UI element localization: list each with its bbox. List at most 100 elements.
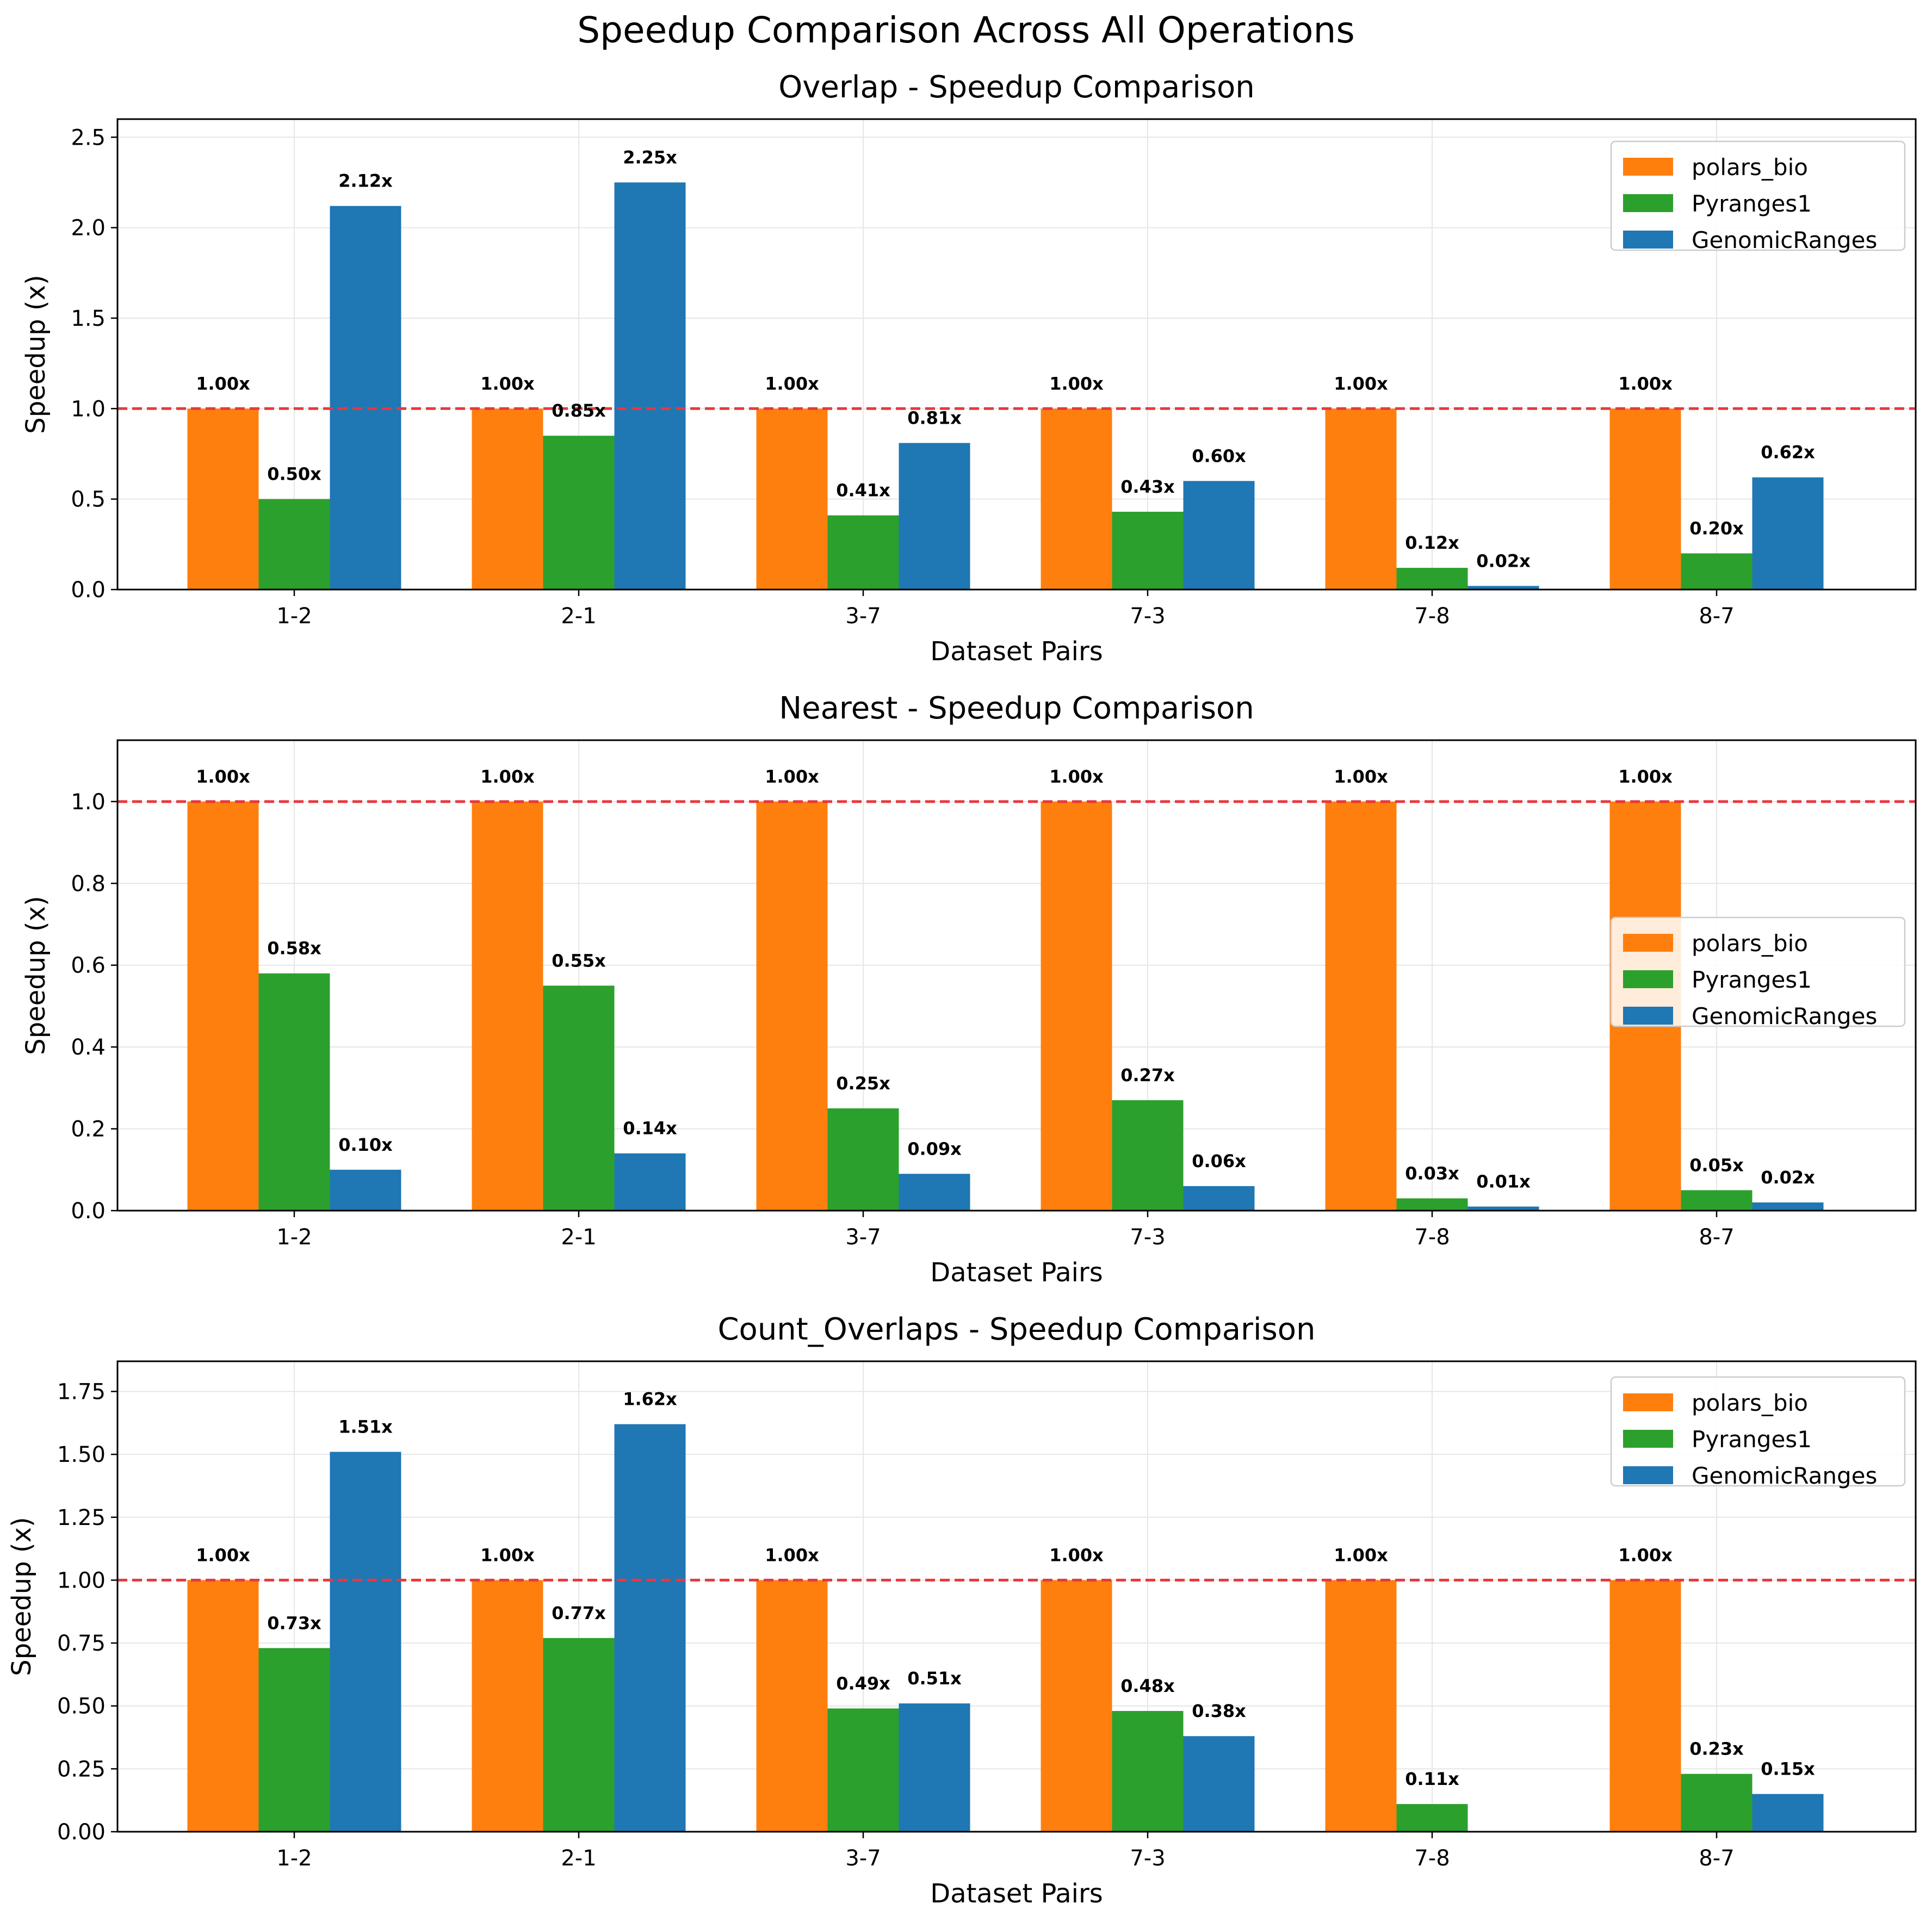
bar-polars_bio-3-7 [756,408,828,590]
charts-container: Overlap - Speedup Comparison 1.00x 1.00x 1.… [7,70,1917,1909]
value-label: 1.00x [1334,1545,1388,1565]
y-tick-label: 0.6 [71,953,106,978]
bar-polars_bio-7-3 [1041,801,1112,1211]
bar-genomicranges-7-8 [1467,586,1539,590]
bar-genomicranges-8-7 [1752,477,1824,590]
value-label: 0.03x [1405,1163,1459,1183]
value-label: 1.00x [765,373,819,394]
x-tick-label: 7-8 [1414,1846,1450,1871]
value-label: 0.51x [907,1668,962,1689]
value-label: 0.12x [1405,532,1459,553]
figure-title: Speedup Comparison Across All Operations [577,9,1354,51]
x-axis-label: Dataset Pairs [930,1257,1103,1288]
legend-label: GenomicRanges [1692,227,1877,253]
bar-genomicranges-7-3 [1183,1736,1255,1832]
value-label: 0.09x [907,1138,962,1159]
bar-pyranges1-7-8 [1396,1198,1468,1211]
axes-frame [116,118,1917,591]
x-tick-label: 3-7 [845,604,881,629]
bar-genomicranges-3-7 [899,443,970,590]
legend-swatch-polars_bio [1623,1393,1673,1411]
value-label: 0.60x [1192,445,1246,466]
chart-title: Nearest - Speedup Comparison [779,691,1254,726]
bar-pyranges1-7-3 [1112,1710,1184,1832]
bar-genomicranges-7-8 [1467,1206,1539,1211]
bar-genomicranges-7-3 [1183,481,1255,590]
y-tick-label: 0.50 [57,1694,106,1719]
value-label: 0.48x [1120,1676,1175,1696]
value-label: 1.62x [623,1389,677,1410]
value-label: 0.14x [623,1118,677,1139]
bar-pyranges1-1-2 [258,499,330,590]
value-label: 0.55x [552,950,606,971]
chart-panel-2: Nearest - Speedup Comparison 1.00x 1.00x 1.… [21,691,1917,1288]
bar-pyranges1-1-2 [258,973,330,1211]
legend-label: Pyranges1 [1692,190,1812,217]
value-label: 0.15x [1761,1759,1815,1780]
legend-label: GenomicRanges [1692,1003,1877,1030]
value-label: 0.10x [338,1134,393,1155]
y-tick-label: 0.0 [71,1199,106,1224]
value-label: 0.81x [907,408,962,429]
value-label: 0.77x [552,1603,606,1623]
bar-genomicranges-2-1 [614,1424,686,1832]
bar-pyranges1-2-1 [543,1638,615,1832]
value-label: 1.00x [1334,766,1388,787]
chart-panel-3: Count_Overlaps - Speedup Comparison 1.00x… [7,1312,1917,1909]
value-label: 0.85x [552,400,606,421]
bar-pyranges1-8-7 [1681,1190,1753,1211]
value-label: 0.23x [1689,1739,1744,1759]
value-label: 1.00x [1049,1545,1104,1565]
y-tick-label: 0.0 [71,578,106,603]
x-tick-label: 8-7 [1699,604,1734,629]
value-label: 1.00x [1049,373,1104,394]
chart-title: Count_Overlaps - Speedup Comparison [717,1312,1315,1347]
value-label: 0.50x [267,464,321,485]
value-label: 0.25x [836,1073,890,1094]
bar-pyranges1-2-1 [543,436,615,590]
y-axis-label: Speedup (x) [7,1517,37,1676]
legend-label: polars_bio [1692,1390,1808,1416]
x-tick-label: 7-3 [1130,1225,1165,1250]
value-label: 1.00x [196,1545,250,1565]
legend-swatch-genomicranges [1623,1007,1673,1025]
bar-pyranges1-7-8 [1396,1804,1468,1832]
value-label: 0.38x [1192,1701,1246,1721]
legend: polars_bio Pyranges1 GenomicRanges [1610,916,1906,1030]
value-label: 2.25x [623,147,677,168]
y-axis-label: Speedup (x) [21,275,51,433]
value-label: 0.20x [1689,518,1744,538]
value-label: 1.51x [338,1417,393,1437]
value-label: 1.00x [1334,373,1388,394]
y-tick-label: 2.5 [71,125,106,150]
bar-polars_bio-8-7 [1609,1580,1681,1832]
x-tick-label: 3-7 [845,1225,881,1250]
bar-genomicranges-3-7 [899,1174,970,1211]
value-label: 0.73x [267,1613,321,1633]
bar-pyranges1-3-7 [827,515,899,590]
bar-genomicranges-1-2 [330,1452,401,1832]
bar-genomicranges-2-1 [614,1153,686,1211]
bar-pyranges1-3-7 [827,1708,899,1832]
bar-pyranges1-8-7 [1681,1774,1753,1832]
x-tick-label: 2-1 [561,1846,596,1871]
value-label: 1.00x [1049,766,1104,787]
x-axis-label: Dataset Pairs [930,1878,1103,1909]
x-tick-label: 8-7 [1699,1846,1734,1871]
legend-label: polars_bio [1692,154,1808,181]
legend-box [1610,916,1906,1027]
x-tick-label: 1-2 [276,1846,312,1871]
value-label: 0.58x [267,938,321,959]
bar-pyranges1-3-7 [827,1108,899,1211]
legend-swatch-genomicranges [1623,1466,1673,1484]
legend-swatch-pyranges1 [1623,1430,1673,1448]
value-label: 1.00x [765,766,819,787]
value-label: 2.12x [338,171,393,191]
bar-polars_bio-7-8 [1325,801,1397,1211]
y-tick-label: 1.50 [57,1442,106,1467]
chart-panel-1: Overlap - Speedup Comparison 1.00x 1.00x 1.… [21,70,1917,667]
x-tick-label: 7-3 [1130,1846,1165,1871]
x-axis-label: Dataset Pairs [930,636,1103,667]
value-label: 1.00x [1618,373,1673,394]
legend-swatch-polars_bio [1623,158,1673,176]
